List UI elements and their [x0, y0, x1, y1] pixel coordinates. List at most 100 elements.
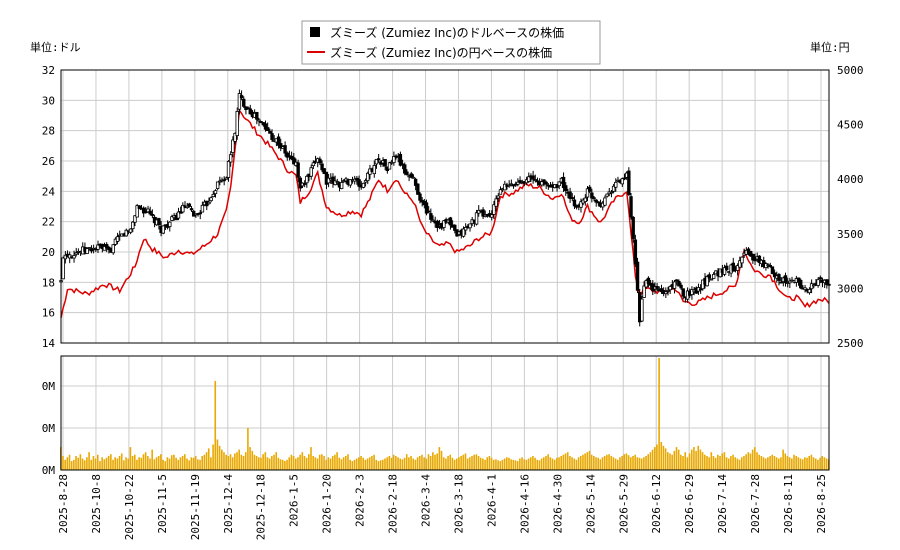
volume-bar — [793, 454, 795, 470]
x-tick-label: 2026-8-11 — [782, 474, 795, 534]
candle-body — [583, 197, 588, 202]
candle-body — [544, 181, 548, 185]
volume-bar — [619, 457, 621, 470]
volume-bar — [769, 456, 771, 470]
volume-bar — [566, 452, 569, 470]
volume-bar — [579, 456, 582, 470]
candle-body — [592, 197, 596, 200]
volume-bar — [630, 457, 632, 470]
candle-body — [222, 179, 226, 182]
left-tick-label: 32 — [42, 64, 55, 77]
volume-bar — [819, 457, 821, 470]
volume-bar — [395, 456, 397, 470]
volume-bar — [366, 458, 369, 470]
volume-bar — [177, 459, 180, 470]
volume-bar — [251, 450, 254, 470]
candle-body — [751, 254, 755, 261]
volume-bar — [738, 459, 741, 470]
volume-bar — [364, 459, 367, 470]
volume-bar — [440, 450, 443, 470]
candle-body — [207, 201, 211, 205]
volume-bar — [144, 452, 147, 470]
candle-body — [796, 277, 801, 282]
legend-usd-label: ズミーズ (Zumiez Inc)のドルベースの株価 — [330, 25, 564, 40]
volume-bar — [340, 459, 343, 470]
volume-frame — [60, 355, 830, 471]
candle-body — [209, 197, 213, 202]
volume-bar — [471, 456, 473, 470]
volume-bar — [323, 456, 325, 470]
volume-bar — [701, 452, 704, 470]
volume-bar — [760, 456, 763, 470]
volume-bar — [301, 452, 304, 470]
volume-bar — [401, 459, 404, 470]
candle-body — [572, 199, 577, 207]
volume-bar — [136, 459, 138, 470]
volume-bar — [116, 458, 119, 470]
volume-bar — [379, 460, 382, 470]
volume-bar — [773, 456, 776, 470]
volume-tick-label: 0M — [42, 464, 56, 477]
volume-bar — [290, 454, 293, 470]
volume-bar — [573, 458, 576, 470]
candle-body — [816, 279, 820, 286]
candle-body — [335, 181, 340, 183]
candle-body — [198, 212, 202, 215]
candle-body — [133, 215, 137, 223]
volume-bar — [806, 457, 808, 470]
volume-bar — [734, 457, 737, 470]
candle-body — [124, 229, 128, 237]
volume-bar — [388, 456, 391, 470]
candle-body — [141, 207, 146, 214]
volume-plot-area — [61, 356, 829, 470]
candle-body — [520, 182, 524, 185]
volume-bar — [329, 458, 332, 470]
volume-bar — [484, 459, 486, 470]
volume-bar — [634, 454, 636, 470]
volume-bar — [514, 460, 517, 470]
right-unit-label: 単位:円 — [810, 40, 850, 54]
volume-bar — [390, 457, 393, 470]
volume-grid — [61, 356, 829, 471]
volume-bar — [288, 457, 291, 470]
candle-body — [646, 277, 651, 284]
volume-bar — [499, 461, 502, 470]
candle-body — [157, 218, 161, 226]
candle-body — [326, 177, 331, 184]
volume-tick-label: 0M — [42, 380, 56, 393]
volume-bar — [756, 452, 758, 470]
volume-bar — [362, 457, 365, 470]
candle-body — [418, 193, 422, 201]
volume-bar — [133, 454, 136, 470]
left-tick-label: 16 — [42, 307, 55, 320]
volume-bar — [473, 454, 475, 470]
volume-bar — [577, 457, 580, 470]
volume-bar — [355, 458, 358, 470]
candle-body — [366, 172, 370, 182]
volume-bar — [675, 447, 678, 470]
candle-body — [825, 279, 829, 286]
volume-bar — [693, 447, 695, 470]
volume-bar — [125, 457, 127, 470]
volume-bar — [321, 454, 323, 470]
right-tick-label: 5000 — [837, 64, 864, 77]
volume-bar — [690, 449, 693, 470]
volume-bar — [173, 454, 175, 470]
candle-body — [302, 183, 307, 185]
candle-body — [642, 285, 646, 298]
volume-bar — [266, 457, 269, 470]
volume-bar — [331, 456, 334, 470]
candle-body — [355, 177, 359, 181]
volume-bar — [706, 456, 708, 470]
volume-bar — [784, 453, 787, 470]
volume-bar — [508, 457, 510, 470]
volume-bar — [667, 452, 669, 470]
candle-body — [738, 260, 742, 268]
volume-bar — [199, 459, 201, 470]
candle-body — [585, 188, 590, 198]
candle-body — [709, 278, 714, 281]
candle-body — [383, 159, 387, 167]
candle-body — [799, 279, 803, 289]
candle-body — [279, 143, 283, 149]
right-tick-label: 3500 — [837, 228, 864, 241]
